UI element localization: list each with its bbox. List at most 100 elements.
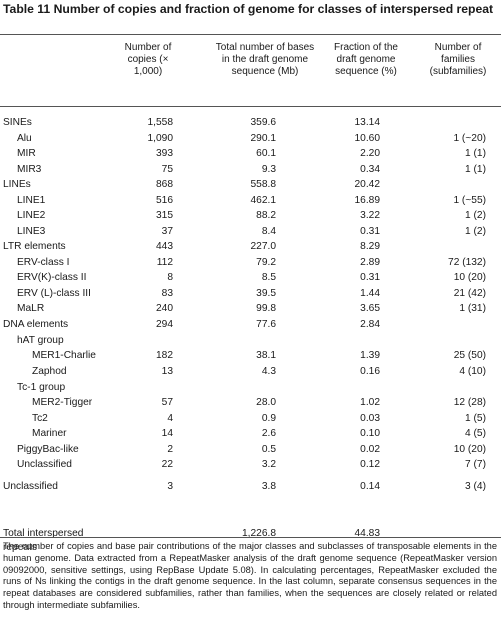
cell-bases: 0.9 (261, 413, 276, 424)
cell-copies: 13 (161, 366, 173, 377)
cell-bases: 60.1 (256, 148, 276, 159)
table-bottom-rule (0, 537, 501, 538)
table-row: MIR3 75 9.3 0.34 1 (1) (0, 162, 501, 177)
table-row: LINE2 315 88.2 3.22 1 (2) (0, 208, 501, 223)
row-label: MER1-Charlie (32, 350, 96, 361)
cell-bases: 359.6 (250, 117, 277, 128)
cell-copies: 868 (156, 179, 173, 190)
total-fraction: 44.83 (354, 528, 381, 539)
cell-bases: 8.4 (261, 226, 276, 237)
row-label: MIR (17, 148, 36, 159)
table-row: ERV-class I 112 79.2 2.89 72 (132) (0, 255, 501, 270)
table-row: LINE1 516 462.1 16.89 1 (~55) (0, 193, 501, 208)
cell-bases: 39.5 (256, 288, 276, 299)
row-label: Mariner (32, 428, 67, 439)
cell-bases: 462.1 (250, 195, 277, 206)
row-label: MER2-Tigger (32, 397, 93, 408)
table-row: Alu 1,090 290.1 10.60 1 (~20) (0, 131, 501, 146)
cell-fraction: 1.44 (360, 288, 380, 299)
cell-fraction: 0.16 (360, 366, 380, 377)
row-label: ERV(K)-class II (17, 272, 87, 283)
cell-fraction: 2.20 (360, 148, 380, 159)
cell-bases: 227.0 (250, 241, 277, 252)
cell-fraction: 10.60 (354, 133, 381, 144)
cell-copies: 14 (161, 428, 173, 439)
row-label: Unclassified (17, 459, 72, 470)
header-top-rule (0, 34, 501, 35)
footnote: The number of copies and base pair contr… (3, 541, 497, 610)
header-families: Number of families (subfamilies) (429, 42, 487, 78)
cell-fraction: 3.65 (360, 303, 380, 314)
cell-fraction: 16.89 (354, 195, 381, 206)
cell-families: 1 (5) (465, 413, 486, 424)
cell-copies: 393 (156, 148, 173, 159)
cell-fraction: 1.39 (360, 350, 380, 361)
cell-copies: 8 (167, 272, 173, 283)
table-row: MER2-Tigger 57 28.0 1.02 12 (28) (0, 395, 501, 410)
cell-copies: 112 (156, 257, 173, 268)
total-bases: 1,226.8 (242, 528, 276, 539)
row-label: LINE1 (17, 195, 46, 206)
row-label: DNA elements (3, 319, 69, 330)
cell-bases: 88.2 (256, 210, 276, 221)
cell-bases: 8.5 (261, 272, 276, 283)
cell-families: 4 (10) (459, 366, 486, 377)
table-row: MER1-Charlie 182 38.1 1.39 25 (50) (0, 348, 501, 363)
row-label: LINEs (3, 179, 31, 190)
row-label: hAT group (17, 335, 64, 346)
cell-families: 1 (2) (465, 210, 486, 221)
cell-bases: 3.8 (261, 481, 276, 492)
cell-families: 25 (50) (453, 350, 486, 361)
cell-bases: 4.3 (261, 366, 276, 377)
table-row: PiggyBac-like 2 0.5 0.02 10 (20) (0, 442, 501, 457)
row-label: SINEs (3, 117, 32, 128)
cell-families: 72 (132) (448, 257, 486, 268)
table-row: MIR 393 60.1 2.20 1 (1) (0, 146, 501, 161)
cell-fraction: 1.02 (360, 397, 380, 408)
total-label: Total interspersed repeats (3, 528, 84, 553)
cell-fraction: 3.22 (360, 210, 380, 221)
cell-copies: 3 (167, 481, 173, 492)
cell-copies: 240 (156, 303, 173, 314)
cell-copies: 443 (156, 241, 173, 252)
cell-bases: 77.6 (256, 319, 276, 330)
row-label: Tc2 (32, 413, 48, 424)
cell-copies: 182 (156, 350, 173, 361)
row-label: PiggyBac-like (17, 444, 79, 455)
table-title: Table 11 Number of copies and fraction o… (3, 2, 494, 16)
row-label: Alu (17, 133, 32, 144)
cell-families: 4 (5) (465, 428, 486, 439)
cell-bases: 9.3 (261, 164, 276, 175)
table-row: ERV (L)-class III 83 39.5 1.44 21 (42) (0, 286, 501, 301)
cell-bases: 2.6 (261, 428, 276, 439)
cell-fraction: 20.42 (354, 179, 381, 190)
cell-fraction: 0.14 (360, 481, 380, 492)
cell-fraction: 0.03 (360, 413, 380, 424)
table-row: LINE3 37 8.4 0.31 1 (2) (0, 224, 501, 239)
cell-copies: 83 (161, 288, 173, 299)
cell-families: 1 (~55) (453, 195, 486, 206)
cell-families: 1 (~20) (453, 133, 486, 144)
header-bottom-rule (0, 106, 501, 107)
row-label: Unclassified (3, 481, 58, 492)
cell-families: 10 (20) (453, 272, 486, 283)
cell-bases: 290.1 (250, 133, 277, 144)
table-row: DNA elements 294 77.6 2.84 (0, 317, 501, 332)
cell-copies: 57 (161, 397, 173, 408)
table-row: hAT group (0, 333, 501, 348)
table-row: LINEs 868 558.8 20.42 (0, 177, 501, 192)
cell-families: 1 (31) (459, 303, 486, 314)
cell-families: 1 (2) (465, 226, 486, 237)
cell-fraction: 13.14 (354, 117, 381, 128)
header-bases: Total number of bases in the draft genom… (215, 42, 315, 78)
cell-families: 12 (28) (453, 397, 486, 408)
cell-families: 21 (42) (453, 288, 486, 299)
cell-families: 1 (1) (465, 148, 486, 159)
row-label: MIR3 (17, 164, 42, 175)
cell-bases: 3.2 (261, 459, 276, 470)
cell-families: 3 (4) (465, 481, 486, 492)
cell-families: 7 (7) (465, 459, 486, 470)
row-label: ERV (L)-class III (17, 288, 91, 299)
table-row: Unclassified 22 3.2 0.12 7 (7) (0, 457, 501, 472)
cell-copies: 4 (167, 413, 173, 424)
